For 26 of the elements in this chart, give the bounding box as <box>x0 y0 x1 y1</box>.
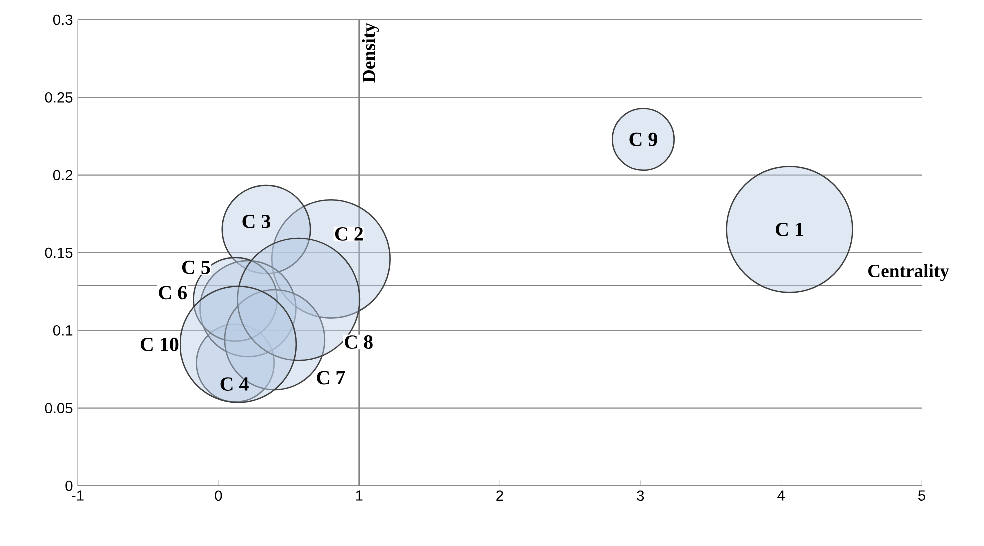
x-tick-label: 2 <box>496 490 504 501</box>
annotation: C 6 <box>159 286 188 300</box>
annotation: C 5 <box>182 260 210 274</box>
x-tick-label: -1 <box>72 490 84 501</box>
x-tick-label: 3 <box>637 490 644 502</box>
y-tick-label: 0.05 <box>45 403 73 414</box>
x-tick-label: 0 <box>215 490 222 502</box>
annotation: C 1 <box>776 222 804 236</box>
annotation: C 10 <box>140 338 179 352</box>
annotation: C 3 <box>242 214 271 228</box>
y-tick-label: 0.25 <box>45 92 73 103</box>
x-tick-label: 5 <box>918 490 926 501</box>
y-tick-label: 0.15 <box>45 248 73 258</box>
annotation: C 7 <box>317 371 346 385</box>
annotation: C 2 <box>335 227 364 241</box>
y-tick-label: 0 <box>66 480 73 492</box>
ref-line-label: Centrality <box>868 264 950 282</box>
y-tick-label: 0.1 <box>53 325 73 336</box>
annotation: C 8 <box>345 336 373 350</box>
x-tick-label: 4 <box>778 490 785 501</box>
annotation: C 9 <box>630 132 658 146</box>
y-tick-label: 0.3 <box>53 14 73 26</box>
y-tick-label: 0.2 <box>53 170 73 181</box>
x-tick-label: 1 <box>356 490 363 501</box>
annotation: C 4 <box>220 378 249 391</box>
ref-line-label: Density <box>362 23 380 83</box>
